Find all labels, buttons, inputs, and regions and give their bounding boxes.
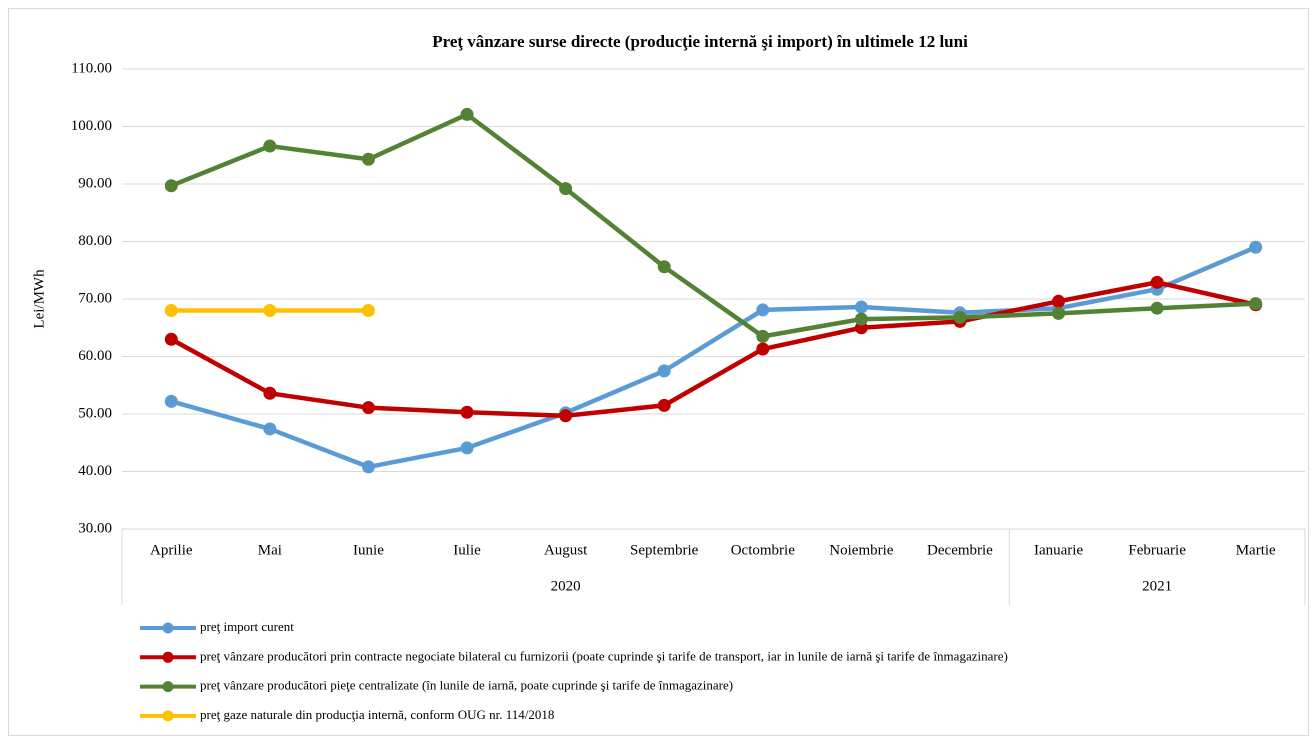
chart-title: Preţ vânzare surse directe (producţie in… <box>432 32 968 51</box>
data-point <box>1249 297 1263 311</box>
series-line <box>170 112 1256 339</box>
x-tick-label: Mai <box>258 542 282 558</box>
x-tick-label: Aprilie <box>150 542 193 558</box>
data-point <box>854 312 868 326</box>
legend-label: preţ vânzare producători pieţe centraliz… <box>200 678 733 693</box>
data-point <box>361 460 375 474</box>
series-line <box>170 280 1257 418</box>
x-tick-label: Septembrie <box>630 542 699 558</box>
y-tick-label: 30.00 <box>78 520 112 536</box>
y-tick-label: 80.00 <box>78 233 112 249</box>
data-point <box>657 398 671 412</box>
x-tick-label: Iunie <box>353 542 384 558</box>
legend-marker <box>162 651 174 663</box>
legend-label: preţ gaze naturale din producţia internă… <box>200 707 554 722</box>
data-point <box>361 304 375 317</box>
x-group-label: 2020 <box>551 578 581 594</box>
data-point <box>756 303 770 317</box>
data-point <box>361 401 375 415</box>
x-group-label: 2021 <box>1142 578 1172 594</box>
x-tick-label: Martie <box>1236 542 1276 558</box>
data-point <box>263 386 277 400</box>
y-tick-label: 90.00 <box>78 175 112 191</box>
data-point <box>559 182 573 196</box>
data-point <box>164 304 178 317</box>
data-point <box>953 310 967 324</box>
y-tick-label: 110.00 <box>71 60 112 76</box>
data-point <box>164 332 178 346</box>
data-point <box>460 405 474 419</box>
y-tick-label: 60.00 <box>78 348 112 364</box>
y-tick-label: 70.00 <box>78 290 112 306</box>
x-tick-label: Ianuarie <box>1034 542 1083 558</box>
legend-marker <box>162 710 174 722</box>
x-tick-label: Decembrie <box>927 542 993 558</box>
legend-marker <box>162 622 174 634</box>
data-point <box>756 329 770 343</box>
data-point <box>460 107 474 121</box>
data-point <box>1150 275 1164 289</box>
data-point <box>263 422 277 436</box>
y-tick-label: 50.00 <box>78 405 112 421</box>
y-tick-label: 40.00 <box>78 463 112 479</box>
data-point <box>854 300 868 314</box>
x-tick-label: Iulie <box>453 542 481 558</box>
x-tick-label: August <box>544 542 588 558</box>
data-point <box>263 139 277 153</box>
data-point <box>1249 240 1263 254</box>
data-point <box>756 342 770 356</box>
legend-label: preţ import curent <box>200 619 294 634</box>
data-point <box>361 152 375 166</box>
y-tick-label: 100.00 <box>71 118 112 134</box>
data-point <box>1150 301 1164 315</box>
data-point <box>1052 306 1066 320</box>
x-tick-label: Octombrie <box>731 542 795 558</box>
data-point <box>657 260 671 274</box>
data-point <box>164 179 178 193</box>
x-tick-label: Noiembrie <box>829 542 893 558</box>
data-point <box>657 364 671 378</box>
y-axis-label: Lei/MWh <box>31 269 47 329</box>
data-point <box>1052 294 1066 308</box>
data-point <box>164 394 178 408</box>
x-tick-label: Februarie <box>1128 542 1186 558</box>
legend-label: preţ vânzare producători prin contracte … <box>200 648 1008 663</box>
data-point <box>559 409 573 423</box>
legend-marker <box>162 681 174 693</box>
data-point <box>263 304 277 317</box>
data-point <box>460 441 474 455</box>
series-line <box>170 245 1257 470</box>
